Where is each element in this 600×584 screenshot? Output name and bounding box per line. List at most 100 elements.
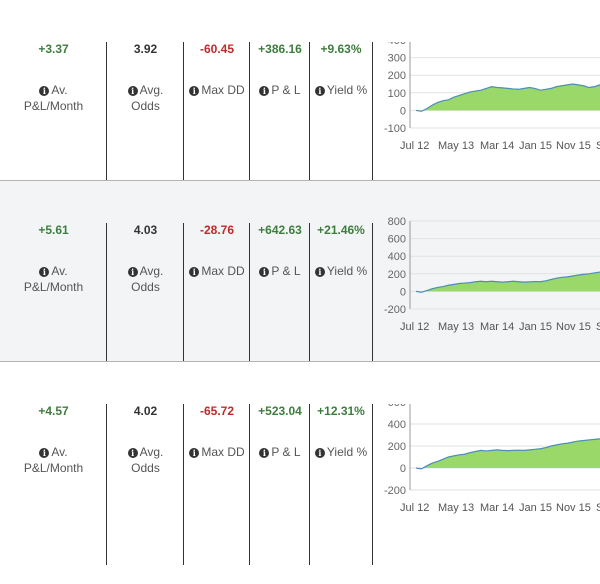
info-icon[interactable]: i xyxy=(314,267,325,277)
info-icon[interactable]: i xyxy=(127,448,138,458)
y-tick-label: 100 xyxy=(388,88,406,100)
y-tick-label: 0 xyxy=(400,463,406,475)
x-tick-label: Mar 14 xyxy=(480,502,514,514)
pl-value: +386.16 xyxy=(258,42,302,56)
x-tick-label: Nov 15 xyxy=(556,502,591,514)
avg-pl-month-label[interactable]: i Av. P&L/Month xyxy=(23,264,84,294)
x-tick-label: Nov 15 xyxy=(556,321,591,333)
pl-value: +642.63 xyxy=(258,223,302,237)
avg-pl-month-value: +4.57 xyxy=(38,404,69,418)
x-tick-label: May 13 xyxy=(438,140,474,152)
avg-odds-cell: 4.02 i Avg. Odds xyxy=(106,404,184,565)
strategy-row: +5.61 i Av. P&L/Month 4.03 i Avg. Odds -28.7… xyxy=(0,181,600,361)
strategy-row: +3.37 i Av. P&L/Month 3.92 i Avg. Odds -60.4… xyxy=(0,42,600,222)
avg-pl-month-cell: +4.57 i Av. P&L/Month xyxy=(0,404,107,565)
avg-odds-value: 3.92 xyxy=(133,42,158,56)
y-tick-label: 400 xyxy=(388,419,406,431)
x-tick-label: Jul 12 xyxy=(400,502,429,514)
x-tick-label-cut: S xyxy=(596,140,600,152)
pl-history-chart: 800 600 400 200 0 -200 Jul 12 May 13 Mar 14 Jan 1… xyxy=(384,216,600,333)
avg-odds-label[interactable]: i Avg. Odds xyxy=(107,263,184,295)
info-icon[interactable]: i xyxy=(189,86,200,96)
info-icon[interactable]: i xyxy=(127,267,138,277)
area-fill xyxy=(416,438,600,469)
avg-pl-month-label[interactable]: i Av. P&L/Month xyxy=(23,445,84,475)
avg-pl-month-cell: +5.61 i Av. P&L/Month xyxy=(0,223,107,361)
y-tick-label: 400 xyxy=(388,42,406,47)
y-tick-label: 400 xyxy=(388,251,406,263)
row-divider xyxy=(0,180,600,181)
info-icon[interactable]: i xyxy=(39,267,50,277)
strategy-row: +4.57 i Av. P&L/Month 4.02 i Avg. Odds -65.7… xyxy=(0,404,600,584)
max-dd-cell: -65.72 i Max DD xyxy=(183,404,250,565)
max-dd-label[interactable]: i Max DD xyxy=(184,263,250,279)
info-icon[interactable]: i xyxy=(189,448,200,458)
x-tick-label: May 13 xyxy=(438,321,474,333)
avg-odds-cell: 3.92 i Avg. Odds xyxy=(106,42,184,203)
y-tick-label: -200 xyxy=(384,485,406,497)
yield-label[interactable]: i Yield % xyxy=(310,444,372,460)
max-dd-label[interactable]: i Max DD xyxy=(184,444,250,460)
area-line xyxy=(415,271,600,293)
info-icon[interactable]: i xyxy=(127,86,138,96)
x-tick-label: Jul 12 xyxy=(400,140,429,152)
row-divider xyxy=(0,361,600,362)
info-icon[interactable]: i xyxy=(314,448,325,458)
pl-value: +523.04 xyxy=(258,404,302,418)
info-icon[interactable]: i xyxy=(189,267,200,277)
yield-cell: +21.46% i Yield % xyxy=(309,223,373,361)
y-tick-label: -200 xyxy=(384,304,406,316)
y-tick-label: 600 xyxy=(388,234,406,246)
yield-value: +21.46% xyxy=(317,223,365,237)
avg-pl-month-value: +5.61 xyxy=(38,223,69,237)
area-fill xyxy=(416,271,600,293)
area-line xyxy=(415,83,600,112)
info-icon[interactable]: i xyxy=(39,448,50,458)
avg-pl-month-label[interactable]: i Av. P&L/Month xyxy=(23,83,84,113)
x-tick-label: Mar 14 xyxy=(480,321,514,333)
max-dd-value: -65.72 xyxy=(199,404,235,418)
avg-odds-value: 4.02 xyxy=(133,404,158,418)
max-dd-cell: -28.76 i Max DD xyxy=(183,223,250,361)
info-icon[interactable]: i xyxy=(39,86,50,96)
x-tick-label: Jan 15 xyxy=(519,140,552,152)
yield-cell: +9.63% i Yield % xyxy=(309,42,373,203)
avg-odds-value: 4.03 xyxy=(133,223,158,237)
info-icon[interactable]: i xyxy=(259,267,270,277)
x-tick-label: Jan 15 xyxy=(519,502,552,514)
max-dd-value: -28.76 xyxy=(199,223,235,237)
avg-pl-month-cell: +3.37 i Av. P&L/Month xyxy=(0,42,107,203)
area-line xyxy=(415,438,600,470)
area-fill xyxy=(416,84,600,112)
x-tick-label: Mar 14 xyxy=(480,140,514,152)
info-icon[interactable]: i xyxy=(259,86,270,96)
pl-history-chart: 600 400 200 0 -200 Jul 12 May 13 Mar 14 Jan 15 No… xyxy=(384,404,600,514)
y-tick-label: 300 xyxy=(388,53,406,65)
x-tick-label: Jul 12 xyxy=(400,321,429,333)
x-tick-label: Jan 15 xyxy=(519,321,552,333)
x-tick-label: Nov 15 xyxy=(556,140,591,152)
yield-value: +12.31% xyxy=(317,404,365,418)
x-tick-label-cut: S xyxy=(596,502,600,514)
pl-history-chart: 400 300 200 100 0 -100 Jul 12 May 13 Mar 14 Jan 1… xyxy=(384,42,600,152)
avg-odds-label[interactable]: i Avg. Odds xyxy=(107,444,184,476)
avg-odds-cell: 4.03 i Avg. Odds xyxy=(106,223,184,361)
max-dd-cell: -60.45 i Max DD xyxy=(183,42,250,203)
info-icon[interactable]: i xyxy=(314,86,325,96)
x-tick-label-cut: S xyxy=(596,321,600,333)
avg-odds-label[interactable]: i Avg. Odds xyxy=(107,82,184,114)
y-tick-label: 800 xyxy=(388,216,406,228)
y-tick-label: -100 xyxy=(384,123,406,135)
yield-label[interactable]: i Yield % xyxy=(310,82,372,98)
y-tick-label: 200 xyxy=(388,441,406,453)
y-tick-label: 0 xyxy=(400,105,406,117)
info-icon[interactable]: i xyxy=(259,448,270,458)
yield-label[interactable]: i Yield % xyxy=(310,263,372,279)
y-tick-label: 600 xyxy=(388,404,406,409)
max-dd-label[interactable]: i Max DD xyxy=(184,82,250,98)
y-tick-label: 200 xyxy=(388,269,406,281)
